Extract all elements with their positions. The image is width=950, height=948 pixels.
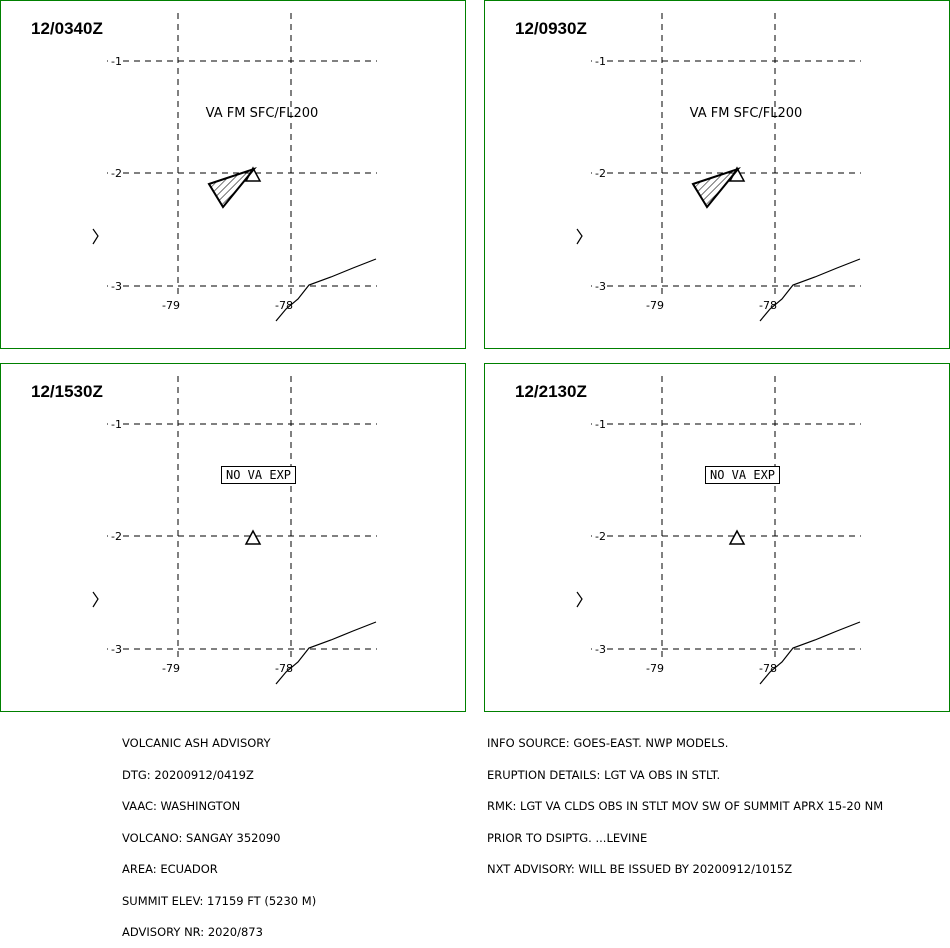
map-panel-2: -1 -2 -3 -79 -78 VA FM SFC/FL200	[576, 13, 861, 322]
latitude-label: -3	[111, 280, 122, 293]
latitude-label: -2	[111, 530, 122, 543]
forecast-panel-3: 12/1530Z -1 -2 -3 -79 -78 NO VA EXP	[0, 363, 466, 712]
coastline	[92, 591, 99, 608]
advisory-text-right: INFO SOURCE: GOES-EAST. NWP MODELS. ERUP…	[487, 717, 883, 885]
coastline	[576, 591, 583, 608]
ash-cloud-polygon	[691, 166, 741, 209]
panel-time: 12/0340Z	[31, 19, 103, 38]
ash-level-label: VA FM SFC/FL200	[690, 106, 803, 121]
latitude-label: -1	[111, 418, 122, 431]
volcano-icon	[244, 529, 262, 545]
advisory-line: VOLCANIC ASH ADVISORY	[122, 736, 271, 750]
border-line	[759, 258, 861, 322]
border-line	[275, 258, 377, 322]
longitude-label: -79	[162, 299, 180, 312]
advisory-line: SUMMIT ELEV: 17159 FT (5230 M)	[122, 893, 317, 908]
advisory-line: DTG: 20200912/0419Z	[122, 767, 254, 782]
no-va-box: NO VA EXP	[221, 466, 297, 484]
volcano-icon	[728, 529, 746, 545]
ash-level-label: VA FM SFC/FL200	[206, 106, 319, 121]
border-line	[275, 621, 377, 685]
advisory-line: RMK: LGT VA CLDS OBS IN STLT MOV SW OF S…	[487, 799, 884, 813]
longitude-label: -78	[275, 299, 293, 312]
advisory-line: AREA: ECUADOR	[122, 862, 218, 876]
map-panel-3: -1 -2 -3 -79 -78	[92, 376, 377, 685]
advisory-line: INFO SOURCE: GOES-EAST. NWP MODELS.	[487, 736, 729, 750]
advisory-line: VOLCANO: SANGAY 352090	[122, 830, 281, 845]
latitude-label: -2	[111, 167, 122, 180]
no-va-box: NO VA EXP	[705, 466, 781, 484]
advisory-line: ERUPTION DETAILS: LGT VA OBS IN STLT.	[487, 767, 721, 782]
panel-time: 12/0930Z	[515, 19, 587, 38]
longitude-label: -79	[162, 662, 180, 675]
latitude-label: -1	[595, 55, 606, 68]
ash-cloud-polygon	[207, 166, 257, 209]
map-panel-1: -1 -2 -3 -79 -78 VA FM SFC/FL200	[92, 13, 377, 322]
coastline	[92, 228, 99, 245]
border-line	[759, 621, 861, 685]
coastline	[576, 228, 583, 245]
latitude-label: -1	[595, 418, 606, 431]
forecast-panel-2: 12/0930Z -1 -2 -3 -79 -78 VA FM SFC/FL200	[484, 0, 950, 349]
latitude-label: -1	[111, 55, 122, 68]
longitude-label: -79	[646, 299, 664, 312]
latitude-label: -3	[111, 643, 122, 656]
advisory-line: PRIOR TO DSIPTG. ...LEVINE	[487, 830, 648, 845]
longitude-label: -78	[759, 299, 777, 312]
map-panel-4: -1 -2 -3 -79 -78	[576, 376, 861, 685]
advisory-line: ADVISORY NR: 2020/873	[122, 925, 263, 939]
longitude-label: -78	[275, 662, 293, 675]
latitude-label: -2	[595, 167, 606, 180]
advisory-line: VAAC: WASHINGTON	[122, 799, 241, 813]
latitude-label: -2	[595, 530, 606, 543]
panel-time: 12/2130Z	[515, 382, 587, 401]
latitude-label: -3	[595, 643, 606, 656]
latitude-label: -3	[595, 280, 606, 293]
longitude-label: -78	[759, 662, 777, 675]
forecast-panel-1: 12/0340Z -1 -2 -3 -79 -78 VA FM SFC/FL200	[0, 0, 466, 349]
advisory-line: NXT ADVISORY: WILL BE ISSUED BY 20200912…	[487, 862, 793, 876]
panel-time: 12/1530Z	[31, 382, 103, 401]
longitude-label: -79	[646, 662, 664, 675]
advisory-text-left: VOLCANIC ASH ADVISORY DTG: 20200912/0419…	[122, 717, 316, 948]
forecast-panel-4: 12/2130Z -1 -2 -3 -79 -78 NO VA EXP	[484, 363, 950, 712]
